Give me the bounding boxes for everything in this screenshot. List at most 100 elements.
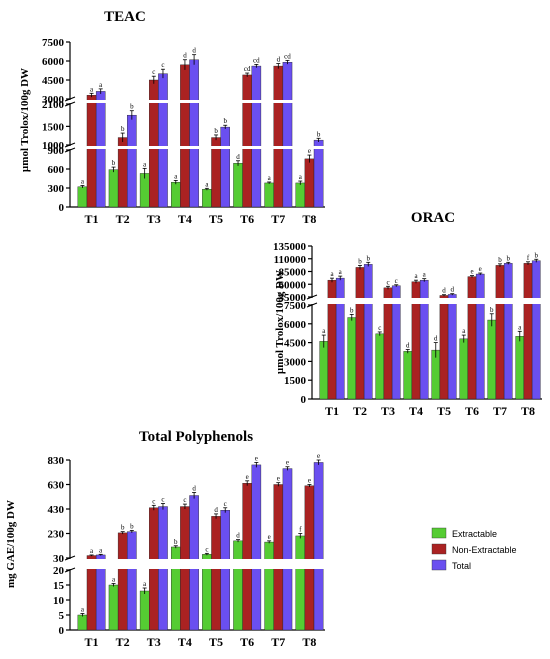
significance-letter: e <box>479 265 482 273</box>
significance-letter: f <box>527 254 530 262</box>
bar <box>149 79 159 208</box>
bar <box>403 351 413 400</box>
y-tick-label: 1000 <box>42 140 65 152</box>
significance-letter: a <box>90 547 94 555</box>
bar <box>86 94 97 208</box>
x-tick-label: T4 <box>178 635 192 649</box>
x-tick-label: T1 <box>85 212 99 226</box>
y-tick-label: 3000 <box>42 94 65 106</box>
y-tick-label: 6000 <box>42 56 65 68</box>
bar <box>233 163 243 208</box>
bar <box>77 614 88 631</box>
significance-letter: b <box>366 254 370 262</box>
y-tick-label: 0 <box>59 625 65 637</box>
significance-letter: a <box>462 327 466 335</box>
significance-letter: a <box>99 81 103 89</box>
significance-letter: d <box>192 47 196 55</box>
legend-label: Extractable <box>452 529 497 539</box>
significance-letter: e <box>470 268 473 276</box>
legend-label: Total <box>452 561 471 571</box>
significance-letter: a <box>518 323 522 331</box>
bar <box>108 584 119 631</box>
significance-letter: a <box>81 177 85 185</box>
chart-panel-3: Total Polyphenols mg GAE/100g DW 0 5 10 15 203… <box>5 429 328 649</box>
significance-letter: d <box>442 287 446 295</box>
significance-letter: cd <box>244 65 251 73</box>
axis-break <box>67 559 328 569</box>
bar <box>180 64 190 208</box>
y-tick-label: 60000 <box>279 279 307 291</box>
axis-break-mark <box>306 294 318 300</box>
significance-letter: a <box>414 272 418 280</box>
axis-break-mark <box>64 567 76 573</box>
significance-letter: c <box>161 61 164 69</box>
bar <box>313 139 324 208</box>
significance-letter: d <box>277 56 281 64</box>
significance-letter: c <box>205 545 208 553</box>
bar <box>127 114 137 208</box>
significance-letter: b <box>317 130 321 138</box>
y-tick-label: 110000 <box>274 254 307 266</box>
y-tick-label: 430 <box>48 504 65 516</box>
y-tick-label: 7500 <box>284 300 307 312</box>
significance-letter: a <box>143 580 147 588</box>
bar <box>171 182 181 208</box>
significance-letter: a <box>423 271 427 279</box>
axis-break-mark <box>306 302 318 308</box>
significance-letter: a <box>99 546 103 554</box>
y-tick-label: 300 <box>48 183 65 195</box>
significance-letter: e <box>286 459 289 467</box>
y-tick-label: 3000 <box>284 356 307 368</box>
bar <box>447 294 457 400</box>
significance-letter: b <box>223 117 227 125</box>
significance-letter: c <box>378 324 381 332</box>
x-tick-label: T1 <box>85 635 99 649</box>
y-tick-label: 600 <box>48 164 65 176</box>
x-tick-label: T2 <box>116 635 130 649</box>
chart-title: ORAC <box>411 210 455 226</box>
bar <box>251 65 262 208</box>
bar <box>282 62 293 208</box>
bar <box>108 169 119 208</box>
axis-break-mark <box>64 101 76 107</box>
x-tick-label: T6 <box>465 404 479 418</box>
y-tick-label: 10 <box>53 595 65 607</box>
significance-letter: d <box>214 506 218 514</box>
significance-letter: e <box>277 475 280 483</box>
axis-break <box>67 100 328 103</box>
bar <box>295 535 306 631</box>
significance-letter: c <box>152 68 155 76</box>
significance-letter: e <box>317 452 320 460</box>
bar <box>211 516 221 631</box>
bar <box>419 279 429 400</box>
bar <box>273 65 284 208</box>
bar <box>127 531 137 631</box>
bar <box>95 91 106 208</box>
y-tick-label: 230 <box>48 529 65 541</box>
y-tick-label: 2100 <box>42 99 65 111</box>
significance-letter: a <box>268 174 272 182</box>
significance-letter: a <box>322 327 326 335</box>
bar <box>487 319 497 400</box>
x-tick-label: T7 <box>271 635 285 649</box>
significance-letter: b <box>534 251 538 259</box>
x-tick-label: T4 <box>409 404 423 418</box>
significance-letter: e <box>308 147 311 155</box>
chart-title: Total Polyphenols <box>139 429 253 445</box>
legend-swatch <box>431 543 447 555</box>
bar <box>523 263 533 400</box>
bar <box>264 182 274 208</box>
y-tick-label: 1500 <box>284 375 307 387</box>
bar <box>295 182 306 208</box>
bar <box>242 483 252 631</box>
bar <box>251 464 262 631</box>
bar <box>77 186 88 208</box>
x-tick-label: T2 <box>116 212 130 226</box>
significance-letter: a <box>112 576 116 584</box>
x-tick-label: T8 <box>302 635 316 649</box>
bar <box>264 541 274 631</box>
significance-letter: a <box>205 180 209 188</box>
axis-break-mark <box>64 555 76 561</box>
chart-title: TEAC <box>104 9 146 25</box>
axis-break-mark <box>64 147 76 153</box>
